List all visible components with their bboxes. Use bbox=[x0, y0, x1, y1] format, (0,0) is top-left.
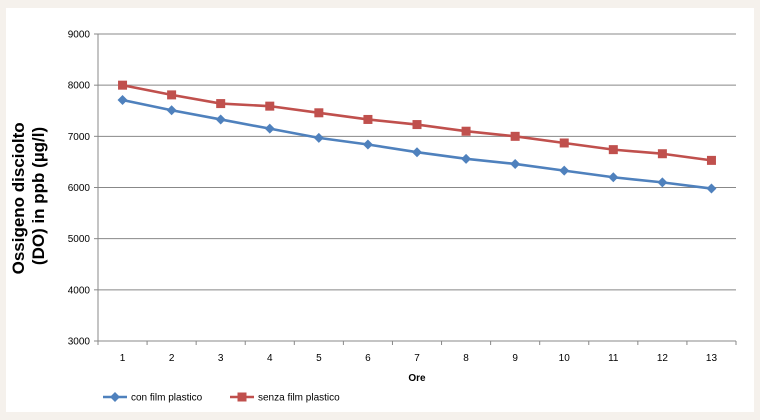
y-tick-label: 6000 bbox=[68, 183, 91, 194]
chart-panel bbox=[6, 8, 754, 412]
data-point bbox=[657, 149, 667, 159]
data-point bbox=[314, 108, 324, 118]
data-point bbox=[216, 99, 226, 109]
x-tick-label: 3 bbox=[218, 353, 224, 364]
y-tick-label: 4000 bbox=[68, 285, 91, 296]
data-point bbox=[412, 147, 422, 158]
legend-label: con film plastico bbox=[131, 393, 203, 404]
series-group bbox=[117, 80, 717, 194]
legend: con film plastico senza film plastico bbox=[103, 392, 340, 404]
data-point bbox=[167, 90, 177, 100]
y-tick-label: 8000 bbox=[68, 81, 91, 92]
data-point bbox=[461, 126, 471, 136]
data-point bbox=[461, 153, 472, 164]
data-point bbox=[608, 145, 618, 155]
x-tick-label: 7 bbox=[414, 353, 420, 364]
legend-swatch-marker bbox=[110, 392, 120, 402]
series-line bbox=[122, 98, 712, 190]
series-1 bbox=[117, 95, 717, 194]
x-tick-label: 4 bbox=[267, 353, 273, 364]
series-2 bbox=[118, 80, 716, 165]
x-tick-label: 2 bbox=[169, 353, 175, 364]
legend-item: senza film plastico bbox=[230, 392, 340, 404]
legend-swatch-marker bbox=[237, 392, 247, 402]
y-axis-title: Ossigeno disciolto (DO) in ppb (µg/l) bbox=[9, 118, 48, 275]
x-tick-label: 8 bbox=[463, 353, 469, 364]
x-tick-label: 1 bbox=[120, 353, 126, 364]
data-point bbox=[412, 120, 422, 130]
x-tick-label: 11 bbox=[608, 353, 619, 364]
y-tick-label: 9000 bbox=[68, 30, 91, 41]
x-tick-label: 9 bbox=[512, 353, 518, 364]
x-tick-label: 10 bbox=[559, 353, 571, 364]
data-point bbox=[264, 123, 275, 134]
data-point bbox=[510, 158, 521, 169]
data-point bbox=[313, 132, 324, 143]
x-tick-label: 13 bbox=[706, 353, 718, 364]
legend-label: senza film plastico bbox=[258, 393, 340, 404]
data-point bbox=[118, 80, 128, 90]
data-point bbox=[215, 114, 226, 125]
gridlines bbox=[98, 33, 736, 291]
data-point bbox=[362, 139, 373, 150]
y-tick-label: 7000 bbox=[68, 132, 91, 143]
data-point bbox=[706, 155, 716, 165]
data-point bbox=[559, 138, 569, 148]
y-tick-label: 5000 bbox=[68, 234, 91, 245]
data-point bbox=[706, 183, 717, 194]
data-point bbox=[657, 177, 668, 188]
x-axis-title: Ore bbox=[408, 373, 426, 384]
x-tick-label: 5 bbox=[316, 353, 322, 364]
data-point bbox=[117, 95, 128, 106]
data-point bbox=[510, 131, 520, 141]
data-point bbox=[265, 101, 275, 111]
data-point bbox=[363, 114, 373, 124]
x-axis-ticks: 1 2 3 4 5 6 7 8 9 10 11 12 13 bbox=[97, 341, 737, 364]
y-tick-label: 3000 bbox=[68, 337, 91, 348]
data-point bbox=[559, 165, 570, 176]
data-point bbox=[608, 172, 619, 183]
y-axis-ticks: 3000 4000 5000 6000 7000 8000 9000 bbox=[68, 30, 98, 348]
x-tick-label: 6 bbox=[365, 353, 371, 364]
legend-item: con film plastico bbox=[103, 392, 203, 404]
x-tick-label: 12 bbox=[657, 353, 669, 364]
data-point bbox=[166, 105, 177, 116]
